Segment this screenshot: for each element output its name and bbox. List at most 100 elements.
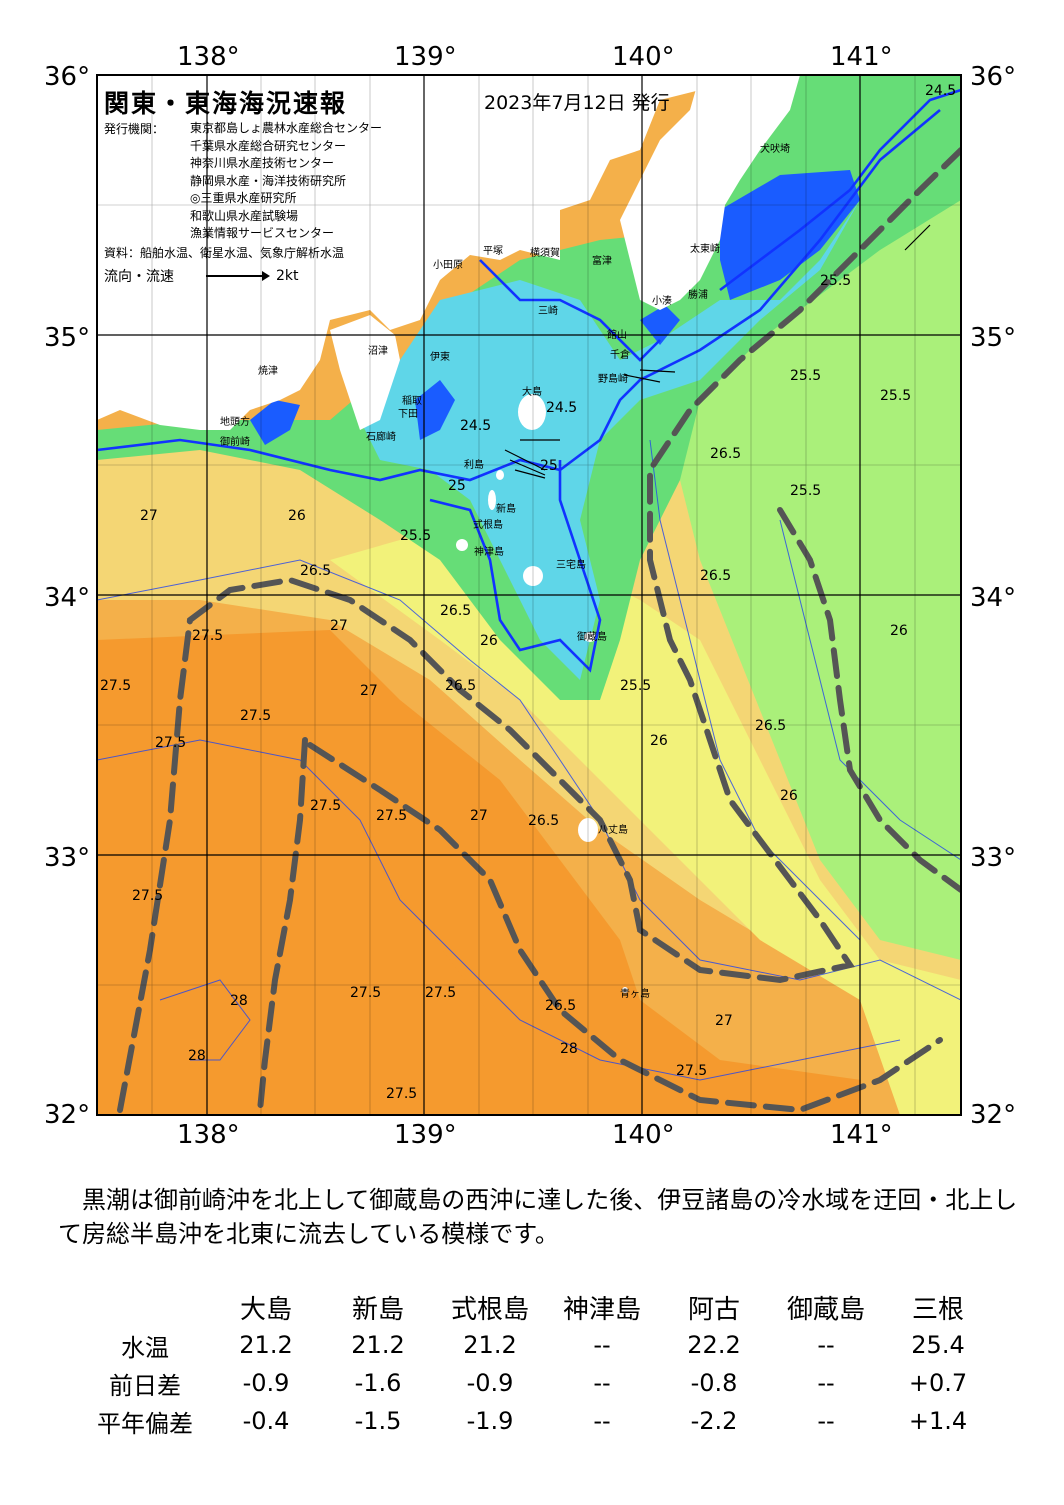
place-misaki: 三崎 <box>538 304 558 317</box>
place-inatori: 稲取 <box>402 395 422 407</box>
publisher-list: 東京都島しょ農林水産総合センター 千葉県水産総合研究センター 神奈川県水産技術セ… <box>190 120 382 243</box>
isotherm-label: 27.5 <box>376 808 407 824</box>
oshima-island <box>518 394 546 430</box>
column-ako: 阿古 <box>687 1294 740 1325</box>
place-shimoda: 下田 <box>398 409 418 420</box>
hachijojima-island <box>578 818 598 842</box>
isotherm-27-5 <box>97 739 901 1081</box>
place-chikura: 千倉 <box>610 348 630 361</box>
place-inubosaki: 犬吠埼 <box>760 142 790 155</box>
longitude-label-bottom-140: 140° <box>612 1120 675 1150</box>
table-cell: +1.4 <box>908 1407 968 1435</box>
table-cell: 22.2 <box>687 1331 741 1359</box>
isotherm-label: 28 <box>230 993 248 1009</box>
isotherm-label: 26.5 <box>710 446 741 462</box>
isotherm-label: 26 <box>890 623 908 639</box>
isotherm-24-5 <box>479 259 661 362</box>
column-kozushima: 神津島 <box>562 1294 641 1325</box>
longitude-label-top-141: 141° <box>830 42 893 72</box>
isotherm-26 <box>779 519 961 861</box>
isotherm-label: 26.5 <box>300 563 331 579</box>
table-cell: 21.2 <box>351 1331 405 1359</box>
column-oshima: 大島 <box>239 1294 292 1325</box>
map-frame <box>96 74 962 1116</box>
row-label: 前日差 <box>109 1371 181 1400</box>
table-cell: -- <box>817 1407 835 1435</box>
table-row: 前日差 -0.9 -1.6 -0.9 -- -0.8 -- +0.7 <box>80 1364 994 1402</box>
mikurajima-island <box>584 632 596 642</box>
isotherm-label: 25.5 <box>790 483 821 499</box>
place-hachijojima: 八丈島 <box>598 823 628 836</box>
isotherm-24-5-east <box>719 88 961 292</box>
isotherm-label: 26.5 <box>545 998 576 1014</box>
aogashima-island <box>622 987 628 993</box>
longitude-label-top-139: 139° <box>394 42 457 72</box>
isotherm-label: 25.5 <box>880 388 911 404</box>
isotherm-label: 26.5 <box>445 678 476 694</box>
thin-isotherm-lines <box>97 439 961 1081</box>
latitude-label-right-32: 32° <box>970 1100 1017 1130</box>
isotherm-label: 26.5 <box>755 718 786 734</box>
isotherm-label: 24.5 <box>460 418 491 434</box>
place-omaezaki: 御前崎 <box>220 435 250 448</box>
table-cell: -- <box>593 1331 611 1359</box>
place-aogashima: 青ヶ島 <box>620 987 650 1000</box>
isotherm-label: 27.5 <box>155 735 186 751</box>
table-row: 平年偏差 -0.4 -1.5 -1.9 -- -2.2 -- +1.4 <box>80 1402 994 1440</box>
isotherm-label: 26 <box>650 733 668 749</box>
current-arrow <box>504 449 546 471</box>
latitude-label-right-35: 35° <box>970 323 1017 353</box>
current-legend-scale: 2kt <box>276 268 299 284</box>
sea-temperature-map: 24.5 24.5 24.5 25 25 25.5 25.5 25.5 25.5… <box>44 42 1017 1150</box>
place-numazu: 沼津 <box>368 344 388 357</box>
isotherm-label: 25.5 <box>620 678 651 694</box>
isotherm-label: 27 <box>715 1013 733 1029</box>
coldest-water-pool-sagami <box>415 380 455 440</box>
miyakejima-island <box>523 566 543 586</box>
table-corner <box>80 1288 210 1326</box>
current-arrow <box>509 459 546 476</box>
place-yaizu: 焼津 <box>258 365 278 377</box>
place-kominato: 小湊 <box>652 294 672 307</box>
kuroshio-axis-south <box>307 742 943 1114</box>
table-cell: -2.2 <box>690 1407 738 1435</box>
isotherm-label: 25 <box>448 478 466 494</box>
table-header-row: 大島 新島 式根島 神津島 阿古 御蔵島 三根 <box>80 1288 994 1326</box>
latitude-label-right-34: 34° <box>970 583 1017 613</box>
longitude-label-top-138: 138° <box>177 42 240 72</box>
table-cell: -0.4 <box>242 1407 290 1435</box>
publisher-item: ◎三重県水産研究所 <box>190 191 297 205</box>
publisher-item: 東京都島しょ農林水産総合センター <box>190 121 383 135</box>
place-niijima: 新島 <box>496 502 516 515</box>
row-label: 平年偏差 <box>97 1409 193 1438</box>
table-cell: 25.4 <box>911 1331 965 1359</box>
kuroshio-axis-east <box>777 507 961 893</box>
legend-arrow-icon <box>206 271 270 281</box>
isotherm-label: 26 <box>288 508 306 524</box>
very-warm-water-region-2 <box>120 740 520 1110</box>
isotherm-label: 24.5 <box>925 83 956 99</box>
isotherm-label: 27 <box>360 683 378 699</box>
place-miyakejima: 三宅島 <box>556 558 586 571</box>
column-mikurajima: 御蔵島 <box>786 1294 865 1325</box>
isotherm-label: 26.5 <box>528 813 559 829</box>
place-taiozaki: 太東崎 <box>690 242 720 255</box>
publisher-item: 和歌山県水産試験場 <box>190 208 299 223</box>
kuroshio-axis-main <box>117 147 961 1113</box>
isotherm-label: 27.5 <box>240 708 271 724</box>
table-cell: -1.5 <box>354 1407 402 1435</box>
publisher-item: 漁業情報サービスセンター <box>190 226 335 240</box>
isotherm-label: 27.5 <box>132 888 163 904</box>
place-odawara: 小田原 <box>433 259 463 271</box>
publisher-item: 千葉県水産総合研究センター <box>190 138 347 153</box>
eastern-cool-region <box>680 190 961 960</box>
island-temperature-table: 大島 新島 式根島 神津島 阿古 御蔵島 三根 水温 21.2 21.2 21.… <box>80 1288 994 1440</box>
table-row: 水温 21.2 21.2 21.2 -- 22.2 -- 25.4 <box>80 1326 994 1364</box>
isotherm-label: 26.5 <box>440 603 471 619</box>
latitude-label-left-36: 36° <box>44 62 91 92</box>
place-futtsu: 富津 <box>592 254 612 267</box>
current-arrow <box>514 469 546 479</box>
kuroshio-axis <box>117 147 961 1114</box>
map-canvas: 24.5 24.5 24.5 25 25 25.5 25.5 25.5 25.5… <box>96 74 962 1116</box>
cold-water-region <box>360 200 860 680</box>
